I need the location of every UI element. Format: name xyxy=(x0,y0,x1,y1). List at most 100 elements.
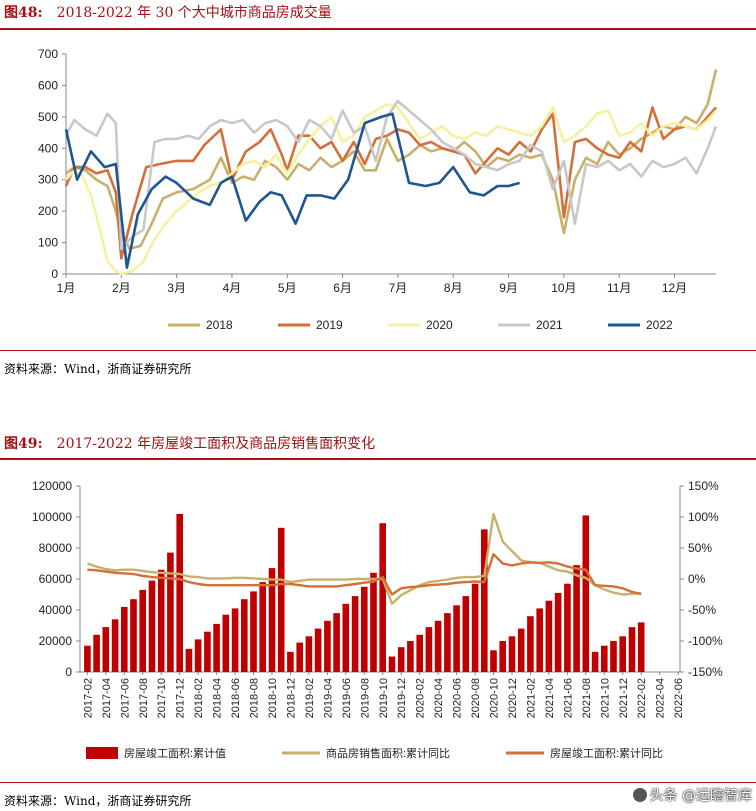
x-tick-label: 2018-12 xyxy=(285,678,297,718)
series-line-2020 xyxy=(65,103,717,276)
x-tick-label: 4月 xyxy=(223,281,242,295)
x-tick-label: 10月 xyxy=(551,281,576,295)
bar-completed-area-2017 xyxy=(157,569,165,672)
bar-completed-area-2017 xyxy=(176,513,183,672)
x-tick-label: 2020-04 xyxy=(433,678,445,718)
bar-completed-area-2021 xyxy=(545,600,553,672)
bar-completed-area-2019 xyxy=(342,603,350,672)
bar-completed-area-2021 xyxy=(554,592,562,672)
bar-completed-area-2021 xyxy=(490,650,497,672)
x-tick-label: 2018-08 xyxy=(249,678,261,718)
bar-completed-area-2021 xyxy=(564,583,571,672)
bar-completed-area-2017 xyxy=(111,619,119,672)
x-tick-label: 2022-06 xyxy=(673,678,685,718)
figure-48-number: 图48: xyxy=(4,5,43,21)
x-tick-label: 2017-06 xyxy=(119,678,131,718)
x-tick-label: 2021-06 xyxy=(562,678,574,718)
bar-completed-area-2018 xyxy=(250,591,257,672)
x-tick-label: 2021-04 xyxy=(544,678,556,718)
bar-completed-area-2019 xyxy=(361,586,368,673)
bar-completed-area-2017 xyxy=(102,627,110,672)
x-tick-label: 2017-08 xyxy=(138,678,150,718)
x-tick-label: 2017-04 xyxy=(101,678,113,718)
x-tick-label: 2019-10 xyxy=(378,678,390,718)
x-tick-label: 2019-08 xyxy=(359,678,371,718)
x-tick-label: 2020-02 xyxy=(415,678,427,718)
x-tick-label: 12月 xyxy=(662,281,687,295)
legend-label-completed-yoy: 房屋竣工面积:累计同比 xyxy=(550,746,663,760)
bar-completed-area-2020 xyxy=(471,583,479,672)
x-tick-label: 11月 xyxy=(607,281,631,295)
series-line-completed-area-yoy xyxy=(87,553,642,596)
bar-completed-area-2022 xyxy=(628,627,636,672)
x-tick-label: 2018-06 xyxy=(230,678,242,718)
bar-completed-area-2018 xyxy=(194,639,202,672)
figure-48-bottom-rule xyxy=(0,350,756,351)
bar-completed-area-2021 xyxy=(527,616,534,672)
bar-completed-area-2020 xyxy=(444,613,451,672)
figure-48-source: 资料来源：Wind，浙商证券研究所 xyxy=(4,362,192,376)
bar-completed-area-2019 xyxy=(314,628,322,672)
x-tick-label: 2017-02 xyxy=(82,678,94,718)
x-tick-label: 2021-02 xyxy=(525,678,537,718)
x-tick-label: 6月 xyxy=(333,281,352,295)
right-y-tick-label: -150% xyxy=(688,665,723,679)
bar-completed-area-2019 xyxy=(370,572,377,672)
bar-completed-area-2018 xyxy=(259,582,266,672)
y-tick-label: 600 xyxy=(38,78,58,92)
right-y-tick-label: -100% xyxy=(688,634,723,648)
bar-completed-area-2018 xyxy=(204,631,211,672)
bar-completed-area-2017 xyxy=(121,606,128,672)
left-y-tick-label: 120000 xyxy=(32,479,72,493)
series-line-2022 xyxy=(64,112,520,269)
x-tick-label: 2022-02 xyxy=(636,678,648,718)
figure-49-title-text: 2017-2022 年房屋竣工面积及商品房销售面积变化 xyxy=(56,436,376,452)
x-tick-label: 9月 xyxy=(499,281,518,295)
bar-completed-area-2019 xyxy=(351,596,359,672)
series-line-2018 xyxy=(65,69,718,251)
bar-completed-area-2019 xyxy=(379,523,386,672)
bar-completed-area-2017 xyxy=(84,645,91,672)
x-tick-label: 2021-12 xyxy=(618,678,630,718)
bar-completed-area-2022 xyxy=(610,641,617,672)
legend-label-2018: 2018 xyxy=(206,318,233,332)
right-y-tick-label: 100% xyxy=(688,510,719,524)
x-tick-label: 2019-06 xyxy=(341,678,353,718)
bar-completed-area-2017 xyxy=(148,580,156,672)
right-y-tick-label: 150% xyxy=(688,479,719,493)
bar-completed-area-2020 xyxy=(453,605,460,672)
x-tick-label: 2021-10 xyxy=(599,678,611,718)
x-tick-label: 7月 xyxy=(389,281,408,295)
bar-completed-area-2019 xyxy=(287,651,294,672)
left-y-tick-label: 60000 xyxy=(39,572,73,586)
legend-label-2020: 2020 xyxy=(426,318,453,332)
y-tick-label: 500 xyxy=(38,110,58,124)
bar-completed-area-2020 xyxy=(434,620,442,672)
bar-completed-area-2017 xyxy=(167,552,174,672)
bar-completed-area-2020 xyxy=(397,647,405,672)
bar-completed-area-2019 xyxy=(333,613,340,672)
bar-completed-area-2021 xyxy=(582,515,590,672)
x-tick-label: 2022-04 xyxy=(655,678,667,718)
bar-completed-area-2017 xyxy=(139,589,146,672)
x-tick-label: 2019-04 xyxy=(322,678,334,718)
series-line-sales-area-yoy xyxy=(87,512,642,605)
y-tick-label: 700 xyxy=(38,47,58,61)
x-tick-label: 3月 xyxy=(167,281,186,295)
legend-label-2021: 2021 xyxy=(536,318,563,332)
bar-completed-area-2022 xyxy=(601,645,608,672)
bar-completed-area-2020 xyxy=(462,596,470,672)
bar-completed-area-2020 xyxy=(388,656,396,672)
watermark-text: 头条 @远瞻智库 xyxy=(649,788,752,804)
x-tick-label: 2017-10 xyxy=(156,678,168,718)
bar-completed-area-2017 xyxy=(130,599,137,672)
bar-completed-area-2021 xyxy=(517,628,525,672)
series-line-2021 xyxy=(64,99,718,251)
series-line-2019 xyxy=(64,106,717,260)
figure-49-bottom-rule xyxy=(0,782,756,783)
figure-49-number: 图49: xyxy=(4,436,43,452)
y-tick-label: 300 xyxy=(38,173,58,187)
bar-completed-area-2022 xyxy=(637,622,645,672)
bar-completed-area-2021 xyxy=(536,608,543,672)
x-tick-label: 2019-12 xyxy=(396,678,408,718)
